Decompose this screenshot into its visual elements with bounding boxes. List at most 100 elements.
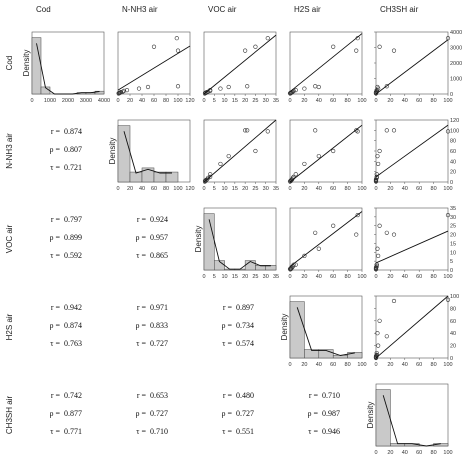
x-tick-label: 80 (431, 186, 437, 192)
x-tick-label: 10 (222, 186, 228, 192)
correlation-tau-value: 0.592 (64, 251, 82, 260)
scatter-point (445, 212, 451, 218)
correlation-rho-value: 0.734 (236, 321, 254, 330)
y-tick-label: 15 (450, 241, 456, 247)
x-tick-label: 40 (316, 98, 322, 104)
scatter-point (208, 174, 213, 179)
x-tick-label: 2000 (62, 98, 74, 104)
x-tick-label: 40 (402, 362, 408, 368)
density-curve (36, 43, 100, 95)
stat-symbol: ρ = (135, 233, 146, 242)
row-label: Cod (5, 56, 14, 71)
y-tick-label: 20 (450, 344, 456, 350)
scatter-point (384, 128, 389, 133)
density-curve (296, 307, 355, 356)
x-tick-label: 80 (431, 98, 437, 104)
scatter-point (316, 84, 321, 90)
histogram-bar (347, 352, 363, 359)
x-tick-label: 40 (139, 98, 145, 104)
scatter-point (373, 179, 379, 184)
stat-symbol: ρ = (49, 409, 60, 418)
x-tick-label: 10 (222, 274, 228, 280)
x-tick-label: 0 (374, 186, 377, 192)
x-tick-label: 20 (301, 274, 307, 280)
x-tick-label: 0 (202, 98, 205, 104)
x-tick-label: 5 (213, 98, 216, 104)
scatter-point (287, 179, 293, 184)
scatter-point (202, 179, 208, 184)
correlation-tau-value: 0.946 (322, 427, 340, 436)
regression-line (289, 124, 363, 183)
regression-line (375, 124, 449, 178)
correlation-r-value: 0.653 (150, 391, 168, 400)
scatter-point (373, 267, 379, 272)
scatter-point (287, 267, 293, 272)
regression-line (375, 39, 449, 95)
y-tick-label: 25 (450, 224, 456, 230)
x-tick-label: 0 (288, 186, 291, 192)
panel-frame (203, 31, 277, 95)
x-tick-label: 40 (316, 274, 322, 280)
x-tick-label: 120 (185, 186, 194, 192)
stat-symbol: r = (137, 303, 147, 312)
correlation-r-value: 0.971 (150, 303, 168, 312)
scatter-point (331, 223, 336, 228)
scatter-point (218, 86, 223, 91)
scatter-point (208, 172, 213, 177)
stat-symbol: τ = (50, 251, 60, 260)
x-tick-label: 15 (232, 98, 238, 104)
y-tick-label: 100 (450, 128, 459, 134)
correlation-rho-value: 0.877 (64, 409, 82, 418)
x-tick-label: 0 (116, 186, 119, 192)
x-tick-label: 80 (431, 362, 437, 368)
x-tick-label: 80 (345, 186, 351, 192)
scatter-point (175, 48, 181, 53)
x-tick-label: 20 (242, 186, 248, 192)
regression-line (289, 33, 363, 93)
x-tick-label: 0 (288, 274, 291, 280)
histogram-bar (129, 171, 143, 183)
scatter-point (245, 84, 250, 89)
x-tick-label: 4000 (98, 98, 110, 104)
histogram-bar (153, 171, 167, 183)
x-tick-label: 100 (173, 186, 182, 192)
correlation-r-value: 0.924 (150, 215, 168, 224)
row-label: H2S air (5, 313, 14, 340)
row-label: VOC air (5, 224, 14, 253)
x-tick-label: 40 (402, 186, 408, 192)
x-tick-label: 5 (213, 186, 216, 192)
x-tick-label: 80 (345, 98, 351, 104)
scatter-point (316, 246, 321, 251)
correlation-tau-value: 0.727 (150, 339, 168, 348)
x-tick-label: 60 (330, 98, 336, 104)
stat-symbol: ρ = (135, 409, 146, 418)
x-tick-label: 30 (263, 98, 269, 104)
scatter-point (354, 232, 359, 237)
histogram-bar (141, 167, 155, 183)
x-tick-label: 60 (330, 186, 336, 192)
correlation-tau-value: 0.763 (64, 339, 82, 348)
stat-symbol: τ = (50, 163, 60, 172)
x-tick-label: 60 (151, 98, 157, 104)
regression-line (203, 119, 277, 183)
x-tick-label: 20 (301, 98, 307, 104)
x-tick-label: 100 (357, 274, 366, 280)
column-label: H2S air (294, 5, 321, 14)
stat-symbol: r = (309, 391, 319, 400)
correlation-tau-value: 0.574 (236, 339, 254, 348)
stat-symbol: τ = (136, 339, 146, 348)
x-tick-label: 60 (416, 98, 422, 104)
x-tick-label: 35 (273, 274, 279, 280)
scatter-point (331, 44, 336, 49)
correlation-rho-value: 0.727 (236, 409, 254, 418)
x-tick-label: 35 (273, 186, 279, 192)
stat-symbol: ρ = (135, 321, 146, 330)
x-tick-label: 60 (416, 362, 422, 368)
scatter-point (391, 48, 397, 53)
x-tick-label: 15 (232, 186, 238, 192)
x-tick-label: 20 (301, 362, 307, 368)
y-tick-label: 0 (450, 92, 453, 98)
x-tick-label: 0 (30, 98, 33, 104)
scatter-point (375, 246, 380, 251)
scatter-point (313, 128, 318, 133)
